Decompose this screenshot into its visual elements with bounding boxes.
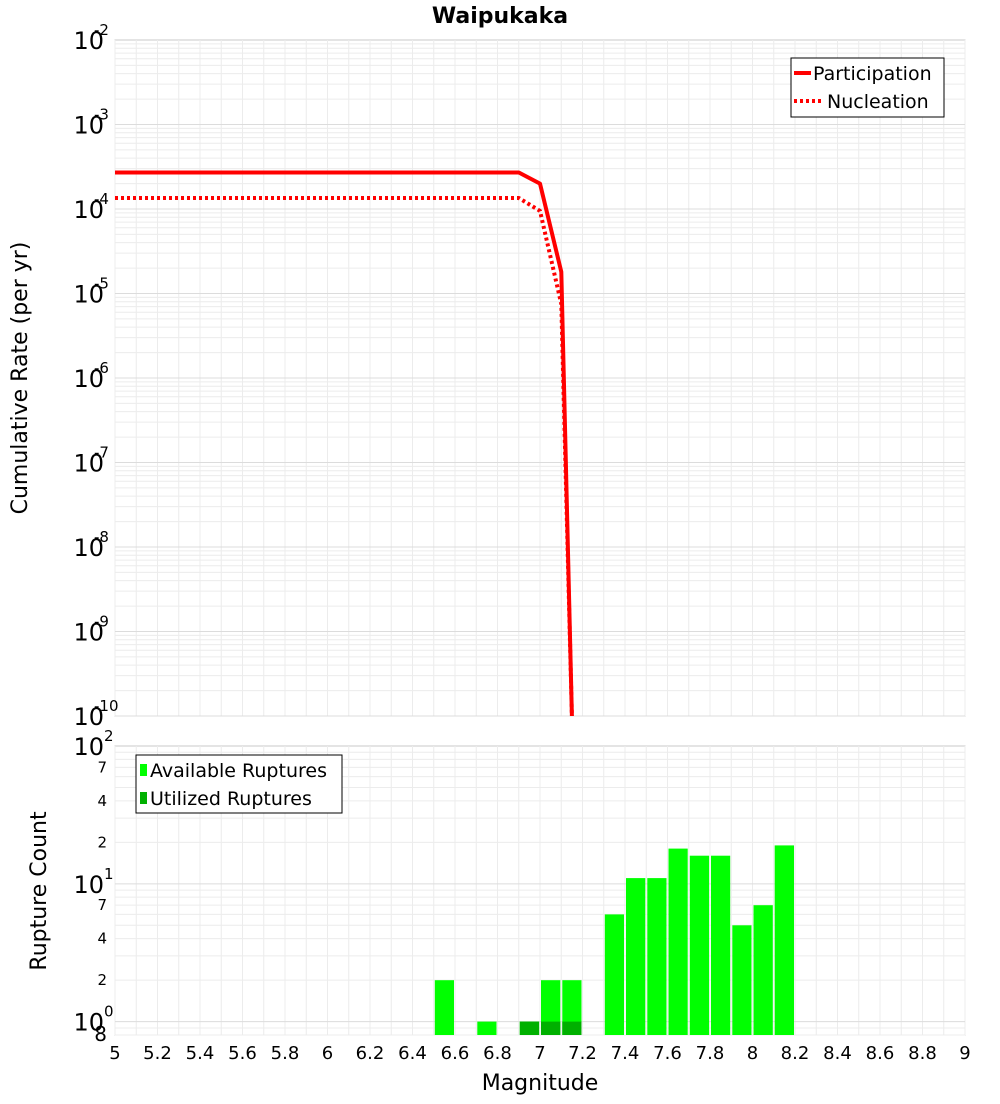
available-rupture-bar bbox=[541, 980, 561, 1035]
rate-legend-box bbox=[790, 57, 945, 118]
magnitude-x-tick: 5.8 bbox=[271, 1043, 300, 1064]
magnitude-x-tick: 5.4 bbox=[186, 1043, 215, 1064]
magnitude-x-tick: 7 bbox=[534, 1043, 545, 1064]
available-rupture-bar bbox=[689, 855, 710, 1035]
rate-y-tick-base: 10 bbox=[73, 281, 104, 309]
magnitude-x-tick: 8.6 bbox=[866, 1043, 895, 1064]
rupture-y-minor-tick: 2 bbox=[97, 971, 107, 989]
rate-y-tick-exponent: -8 bbox=[94, 528, 109, 546]
rate-y-tick-base: 10 bbox=[73, 365, 104, 393]
available-rupture-bar bbox=[477, 1021, 497, 1035]
rupture-y-minor-tick: 7 bbox=[97, 758, 107, 776]
magnitude-x-tick: 5.6 bbox=[228, 1043, 257, 1064]
rate-y-tick-base: 10 bbox=[73, 534, 104, 562]
rate-y-tick-base: 10 bbox=[73, 196, 104, 224]
rupture-y-tick-base: 10 bbox=[73, 871, 104, 899]
rupture-legend-box bbox=[135, 754, 343, 814]
legend-participation-label: Participation bbox=[813, 63, 932, 85]
rate-y-tick-base: 10 bbox=[73, 450, 104, 478]
available-rupture-bar bbox=[562, 980, 582, 1035]
rate-y-tick-base: 10 bbox=[73, 112, 104, 140]
utilized-rupture-bar bbox=[562, 1021, 582, 1035]
rate-series-nucleation bbox=[115, 196, 574, 716]
rate-y-tick-exponent: -4 bbox=[94, 190, 109, 208]
magnitude-x-tick: 8 bbox=[747, 1043, 758, 1064]
rate-y-tick-base: 10 bbox=[73, 27, 104, 55]
available-rupture-bar bbox=[732, 925, 752, 1035]
rupture-plot-bars bbox=[434, 845, 794, 1035]
magnitude-x-tick: 5.2 bbox=[143, 1043, 172, 1064]
available-rupture-bar bbox=[647, 878, 667, 1035]
magnitude-x-tick: 5 bbox=[109, 1043, 120, 1064]
magnitude-x-tick: 7.6 bbox=[653, 1043, 682, 1064]
x-axis-label: Magnitude bbox=[482, 1071, 599, 1096]
rate-y-tick-exponent: -9 bbox=[94, 613, 109, 631]
rupture-y-minor-tick: 7 bbox=[97, 896, 107, 914]
available-rupture-bar bbox=[711, 855, 731, 1035]
rate-y-tick-exponent: -6 bbox=[94, 359, 109, 377]
available-rupture-bar bbox=[668, 848, 688, 1035]
rupture-y-tick-base: 10 bbox=[73, 1009, 104, 1037]
available-rupture-bar bbox=[626, 878, 646, 1035]
rupture-y-minor-tick: 4 bbox=[97, 792, 107, 810]
magnitude-x-tick: 8.8 bbox=[908, 1043, 937, 1064]
utilized-rupture-bar bbox=[519, 1021, 540, 1035]
rupture-y-tick-exponent: 1 bbox=[104, 865, 114, 883]
rate-series-participation bbox=[115, 170, 574, 716]
rate-plot-series bbox=[115, 170, 574, 716]
rupture-y-minor-tick: 4 bbox=[97, 930, 107, 948]
magnitude-x-tick: 8.2 bbox=[781, 1043, 810, 1064]
legend-utilized-swatch bbox=[140, 792, 147, 804]
legend-available-swatch bbox=[140, 764, 147, 776]
rate-y-tick-base: 10 bbox=[73, 619, 104, 647]
magnitude-x-tick: 6.4 bbox=[398, 1043, 427, 1064]
rate-legend: Participation Nucleation bbox=[790, 57, 945, 118]
magnitude-x-tick: 9 bbox=[959, 1043, 970, 1064]
rupture-y-tick-exponent: 0 bbox=[104, 1003, 114, 1021]
magnitude-x-tick: 6.6 bbox=[441, 1043, 470, 1064]
rupture-y-axis-label: Rupture Count bbox=[27, 811, 52, 971]
rupture-y-minor-tick: 2 bbox=[97, 833, 107, 851]
rupture-y-tick-exponent: 2 bbox=[104, 727, 114, 745]
magnitude-x-tick: 6.8 bbox=[483, 1043, 512, 1064]
magnitude-x-tick: 7.8 bbox=[696, 1043, 725, 1064]
magnitude-x-axis-ticks: 5 5.2 5.4 5.6 5.8 6 6.2 6.4 6.6 6.8 7 7.2 7.4 7.6 7.8 8… bbox=[109, 1043, 970, 1064]
available-rupture-bar bbox=[753, 905, 773, 1035]
rate-plot-gridlines bbox=[114, 40, 966, 717]
magnitude-x-tick: 8.4 bbox=[823, 1043, 852, 1064]
rate-y-tick-exponent: -2 bbox=[94, 21, 109, 39]
rate-y-tick-exponent: -7 bbox=[94, 444, 109, 462]
rate-y-axis-label: Cumulative Rate (per yr) bbox=[8, 242, 33, 515]
available-rupture-bar bbox=[774, 845, 794, 1035]
rupture-y-tick-base: 10 bbox=[73, 733, 104, 761]
rate-y-tick-exponent: -3 bbox=[94, 106, 109, 124]
legend-utilized-label: Utilized Ruptures bbox=[150, 788, 312, 810]
utilized-rupture-bar bbox=[541, 1021, 561, 1035]
available-rupture-bar bbox=[604, 914, 624, 1035]
rupture-legend: Available Ruptures Utilized Ruptures bbox=[135, 754, 343, 814]
magnitude-x-tick: 7.4 bbox=[611, 1043, 640, 1064]
legend-nucleation-label: Nucleation bbox=[827, 91, 929, 113]
rate-y-tick-base: 10 bbox=[73, 703, 104, 731]
rate-y-tick-exponent: -5 bbox=[94, 275, 109, 293]
magnitude-x-tick: 6.2 bbox=[356, 1043, 385, 1064]
magnitude-x-tick: 6 bbox=[322, 1043, 333, 1064]
magnitude-x-tick: 7.2 bbox=[568, 1043, 597, 1064]
legend-available-label: Available Ruptures bbox=[150, 760, 327, 782]
rate-y-tick-exponent: -10 bbox=[94, 697, 119, 715]
available-rupture-bar bbox=[434, 980, 454, 1035]
rate-y-axis-ticks: 10-210-310-410-510-610-710-810-910-10 bbox=[73, 21, 118, 731]
rupture-y-minor-tick: 8 bbox=[94, 1022, 107, 1046]
chart-title: Waipukaka bbox=[432, 4, 568, 29]
